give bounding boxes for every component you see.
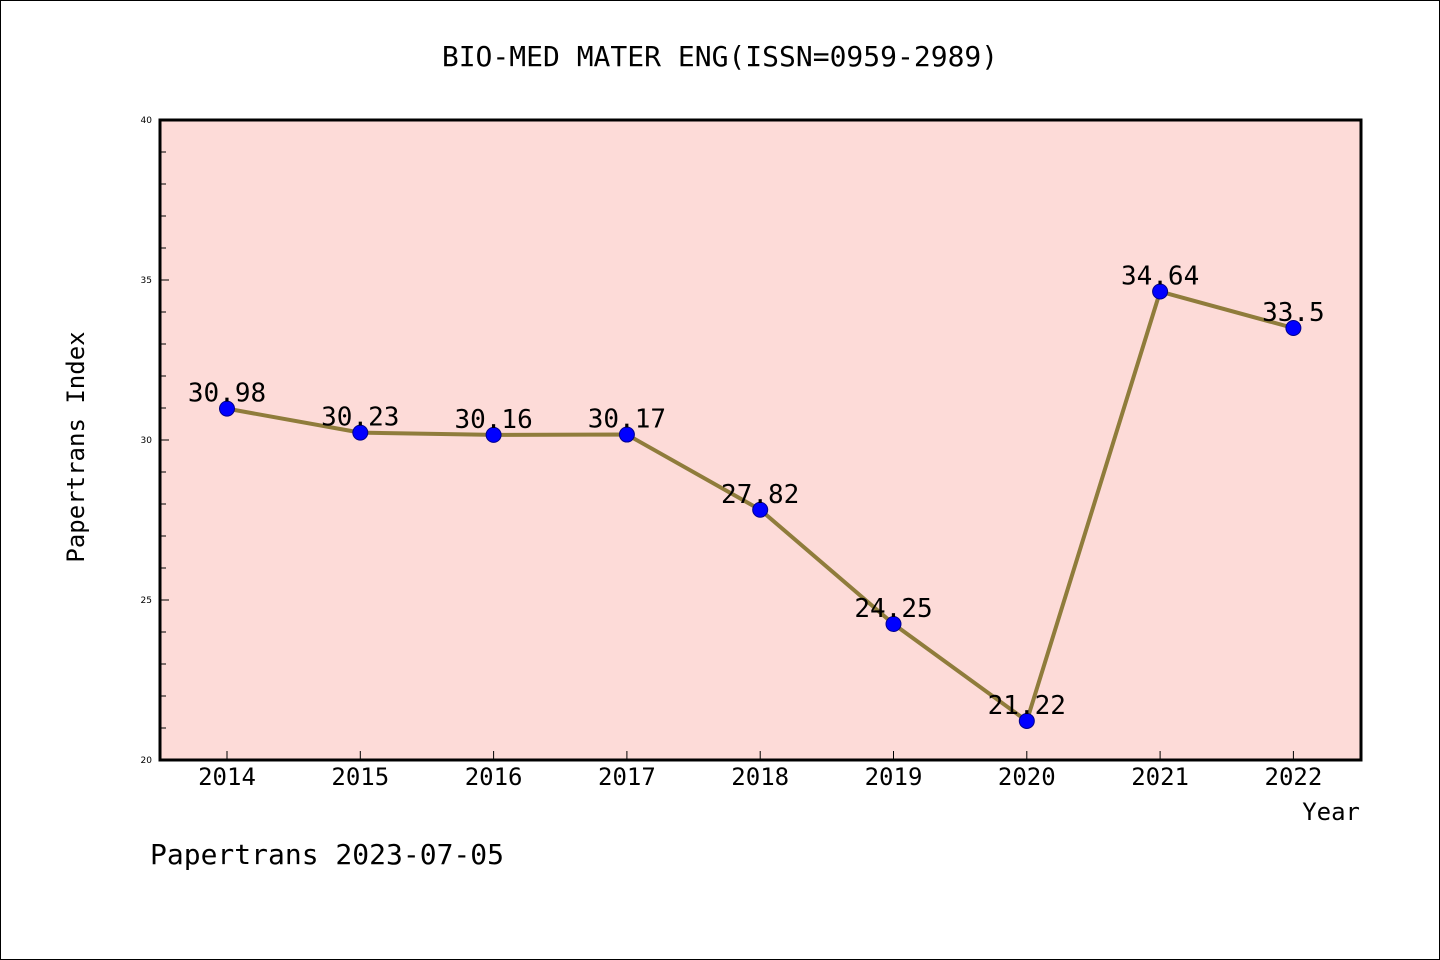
x-tick-label: 2022: [1265, 763, 1323, 791]
y-axis: 20 25 30 35 40: [141, 116, 169, 766]
x-tick-label: 2016: [465, 763, 523, 791]
x-tick-label: 2014: [198, 763, 256, 791]
y-tick-label: 25: [141, 596, 152, 606]
data-point: [219, 400, 235, 417]
data-point: [485, 426, 502, 443]
data-label: 24.25: [854, 594, 932, 624]
data-labels: 30.98 30.23 30.16 30.17 27.82 24.25 21.22 34.64…: [188, 262, 1325, 721]
data-point: [885, 616, 902, 632]
y-tick-label: 40: [141, 116, 153, 126]
y-tick-label: 30: [141, 436, 153, 446]
x-tick-label: 2015: [331, 763, 389, 791]
data-point: [752, 501, 769, 518]
x-tick-label: 2017: [598, 763, 656, 791]
data-label: 34.64: [1121, 262, 1199, 292]
data-label: 21.22: [988, 691, 1066, 721]
x-tick-label: 2019: [865, 763, 923, 791]
data-label: 27.82: [721, 480, 799, 510]
footer-text: Papertrans 2023-07-05: [150, 838, 504, 871]
x-tick-label: 2020: [998, 763, 1056, 791]
y-tick-label: 35: [141, 276, 152, 286]
x-axis: 2014 2015 2016 2017 2018 2019 2020 2021 2022: [198, 751, 1322, 791]
y-axis-label: Papertrans Index: [62, 331, 90, 562]
data-markers: [219, 283, 1302, 729]
data-label: 30.17: [588, 405, 666, 435]
y-tick-label: 20: [141, 756, 153, 766]
data-label: 30.23: [321, 403, 399, 433]
data-point: [1285, 320, 1302, 336]
data-label: 30.16: [454, 405, 532, 435]
chart-title: BIO-MED MATER ENG(ISSN=0959-2989): [442, 40, 998, 73]
data-label: 33.5: [1262, 298, 1325, 328]
data-point: [618, 426, 635, 443]
data-point: [1018, 712, 1035, 729]
data-point: [352, 424, 369, 441]
x-tick-label: 2021: [1131, 763, 1189, 791]
plot-area: [158, 118, 1363, 762]
data-point: [1152, 283, 1169, 300]
x-tick-label: 2018: [731, 763, 789, 791]
data-label: 30.98: [188, 379, 266, 409]
x-axis-label: Year: [1302, 798, 1360, 826]
